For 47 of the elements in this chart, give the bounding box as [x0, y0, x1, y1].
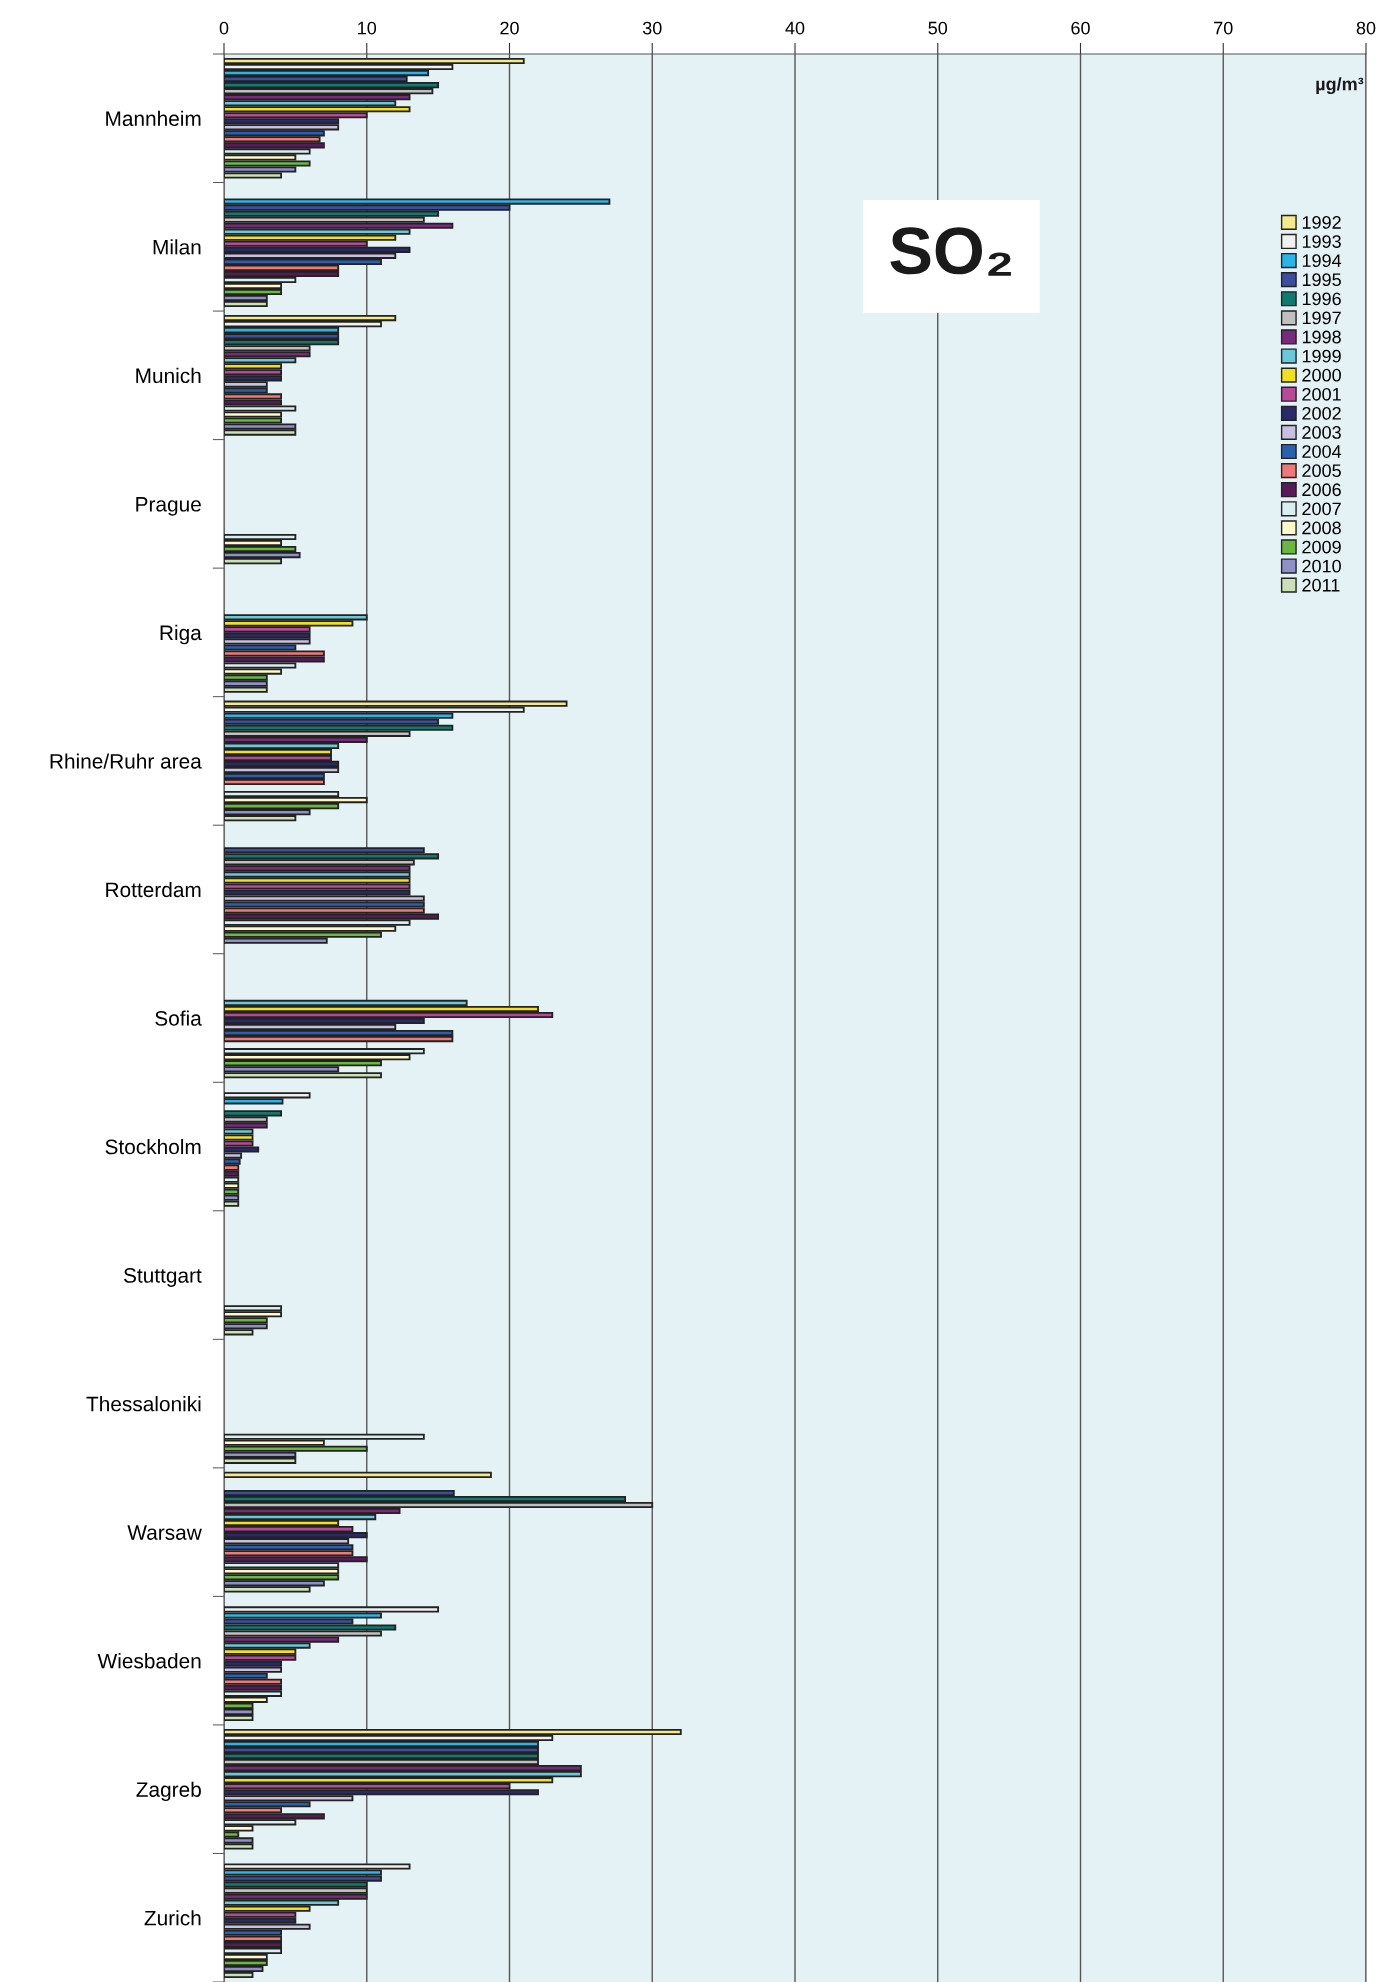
legend-label: 2002 [1302, 406, 1341, 420]
legend-label: 1998 [1302, 330, 1341, 344]
legend-label: 1999 [1302, 349, 1341, 363]
x-tick-label: 10 [358, 21, 377, 35]
y-tick-label: Zagreb [136, 1781, 201, 1802]
x-tick-label: 50 [928, 21, 948, 35]
legend-label: 2006 [1302, 483, 1341, 497]
legend-label: 2007 [1302, 502, 1341, 516]
text: SO₂ [890, 227, 1011, 276]
legend-label: 2001 [1302, 387, 1341, 401]
y-tick-label: Stuttgart [123, 1268, 202, 1287]
x-tick-label: 30 [642, 21, 662, 35]
y-tick-label: Prague [136, 497, 201, 516]
y-tick-label: Munich [136, 367, 201, 384]
x-tick-label: 20 [500, 21, 519, 35]
y-tick-label: Wiesbaden [97, 1653, 201, 1669]
x-tick-label: 60 [1071, 21, 1090, 35]
x-tick-label: 0 [219, 21, 229, 35]
legend-label: 2003 [1302, 426, 1341, 439]
legend-label: 1992 [1302, 216, 1341, 229]
y-tick-label: Sofia [155, 1010, 202, 1026]
legend-label: 2000 [1302, 368, 1341, 382]
y-tick-label: Mannheim [106, 110, 201, 127]
y-tick-label: Zurich [144, 1910, 201, 1926]
legend-label: 2005 [1302, 464, 1341, 478]
legend-label: 1996 [1302, 292, 1341, 306]
legend-label: 1995 [1302, 273, 1341, 287]
x-tick-label: 80 [1356, 21, 1376, 35]
y-tick-label: Warsaw [127, 1525, 202, 1540]
legend-label: 2008 [1302, 521, 1341, 535]
y-tick-label: Stockholm [105, 1138, 201, 1155]
legend-label: 2010 [1302, 559, 1341, 573]
legend-label: 2009 [1302, 540, 1341, 554]
legend-label: 1993 [1302, 235, 1341, 248]
legend-label: 2011 [1302, 578, 1340, 592]
legend-label: 1994 [1302, 254, 1342, 268]
y-tick-label: Thessaloniki [86, 1396, 201, 1412]
y-tick-label: Rhine/Ruhr area [50, 753, 202, 769]
x-tick-label: 70 [1214, 21, 1233, 35]
y-tick-label: Milan [153, 239, 201, 255]
y-tick-label: Rotterdam [106, 881, 201, 898]
bar [224, 1471, 492, 1478]
legend-label: 1997 [1302, 311, 1341, 325]
legend-label: 2004 [1302, 445, 1342, 458]
y-tick-label: Riga [160, 624, 202, 645]
annotation: µg/m³ [1316, 77, 1364, 95]
x-tick-label: 40 [785, 21, 805, 35]
